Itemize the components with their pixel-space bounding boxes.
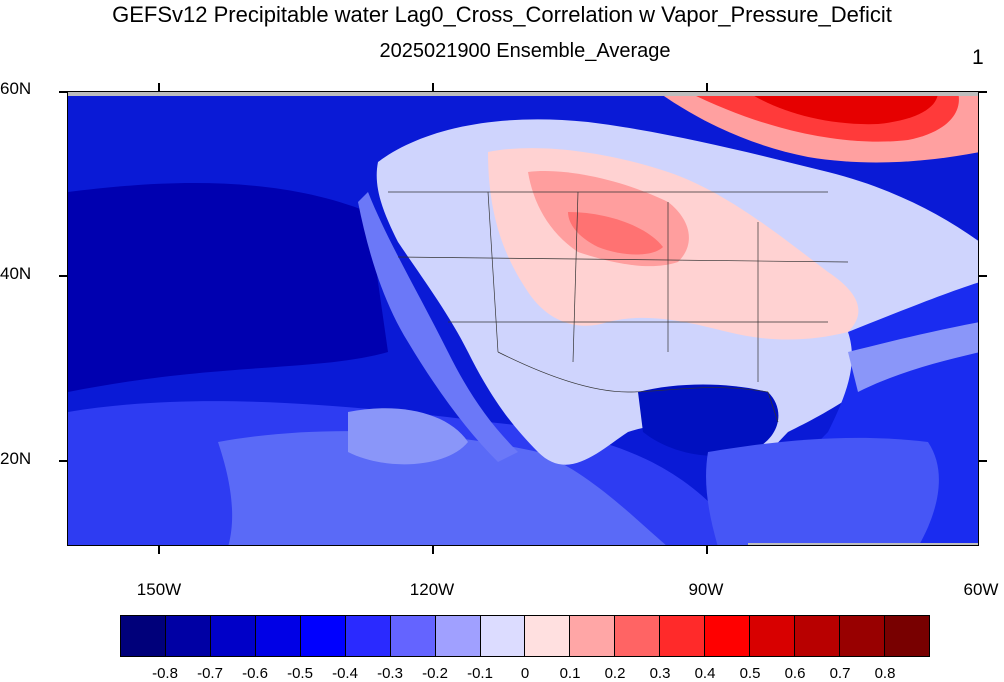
tick-mark bbox=[979, 275, 987, 277]
page-title: GEFSv12 Precipitable water Lag0_Cross_Co… bbox=[112, 2, 892, 27]
colorbar-label: -0.3 bbox=[377, 665, 403, 682]
colorbar-label: -0.2 bbox=[422, 665, 448, 682]
tick-mark bbox=[979, 91, 987, 93]
colorbar-label: 0.8 bbox=[874, 665, 896, 682]
colorbar-swatch bbox=[615, 616, 661, 656]
colorbar-swatch bbox=[884, 616, 929, 656]
coast-fringe bbox=[358, 192, 518, 462]
north-red-core bbox=[748, 92, 938, 125]
panel-number: 1 bbox=[972, 46, 984, 69]
colorbar-swatch bbox=[480, 616, 526, 656]
colorbar-swatch bbox=[255, 616, 301, 656]
colorbar-swatch bbox=[525, 616, 571, 656]
tick-mark bbox=[59, 91, 67, 93]
caribbean-band bbox=[706, 437, 939, 545]
gulf-dark bbox=[638, 384, 779, 456]
colorbar-label: 0.6 bbox=[784, 665, 806, 682]
tick-mark bbox=[158, 83, 160, 91]
land-red-core bbox=[568, 212, 663, 255]
tick-mark bbox=[158, 546, 160, 554]
nodata-strip bbox=[748, 543, 978, 545]
colorbar-label: 0.1 bbox=[559, 665, 581, 682]
colorbar-swatch bbox=[570, 616, 616, 656]
colorbar-swatch bbox=[300, 616, 346, 656]
colorbar-label: -0.7 bbox=[197, 665, 223, 682]
colorbar-label: 0 bbox=[520, 665, 530, 682]
colorbar-swatch bbox=[750, 616, 796, 656]
map-contours bbox=[68, 92, 978, 545]
colorbar-swatch bbox=[390, 616, 436, 656]
colorbar-label: -0.8 bbox=[152, 665, 178, 682]
colorbar-label: -0.1 bbox=[467, 665, 493, 682]
correlation-map bbox=[67, 91, 979, 546]
tick-mark bbox=[706, 83, 708, 91]
subtitle: 2025021900 Ensemble_Average bbox=[379, 40, 671, 62]
colorbar-label: -0.5 bbox=[287, 665, 313, 682]
tick-mark bbox=[432, 83, 434, 91]
lon-label-150w: 150W bbox=[136, 580, 182, 599]
colorbar-label: -0.4 bbox=[332, 665, 358, 682]
lat-label-20n: 20N bbox=[0, 449, 32, 468]
colorbar-swatch bbox=[165, 616, 211, 656]
colorbar-swatch bbox=[660, 616, 706, 656]
colorbar-swatch bbox=[121, 616, 166, 656]
colorbar-swatch bbox=[705, 616, 751, 656]
lat-label-40n: 40N bbox=[0, 264, 32, 283]
nodata-strip bbox=[68, 92, 978, 96]
colorbar-label: 0.7 bbox=[829, 665, 851, 682]
colorbar-swatch bbox=[795, 616, 840, 656]
lon-label-60w: 60W bbox=[963, 580, 999, 599]
tick-mark bbox=[59, 275, 67, 277]
ocean-dark bbox=[68, 183, 388, 392]
colorbar-swatch bbox=[210, 616, 256, 656]
colorbar-label: 0.2 bbox=[604, 665, 626, 682]
lat-label-60n: 60N bbox=[0, 79, 32, 98]
colorbar-swatch bbox=[345, 616, 391, 656]
tick-mark bbox=[979, 460, 987, 462]
atlantic-streak bbox=[848, 322, 978, 392]
colorbar-swatch bbox=[435, 616, 481, 656]
colorbar-label: 0.3 bbox=[649, 665, 671, 682]
lon-label-90w: 90W bbox=[688, 580, 724, 599]
lon-label-120w: 120W bbox=[409, 580, 455, 599]
state-borders bbox=[388, 191, 849, 423]
colorbar bbox=[120, 615, 930, 657]
colorbar-swatch bbox=[840, 616, 885, 656]
tick-mark bbox=[432, 546, 434, 554]
tick-mark bbox=[59, 460, 67, 462]
colorbar-label: 0.5 bbox=[739, 665, 761, 682]
tick-mark bbox=[706, 546, 708, 554]
colorbar-label: -0.6 bbox=[242, 665, 268, 682]
pacific-south-lighter bbox=[348, 408, 468, 465]
colorbar-label: 0.4 bbox=[694, 665, 716, 682]
